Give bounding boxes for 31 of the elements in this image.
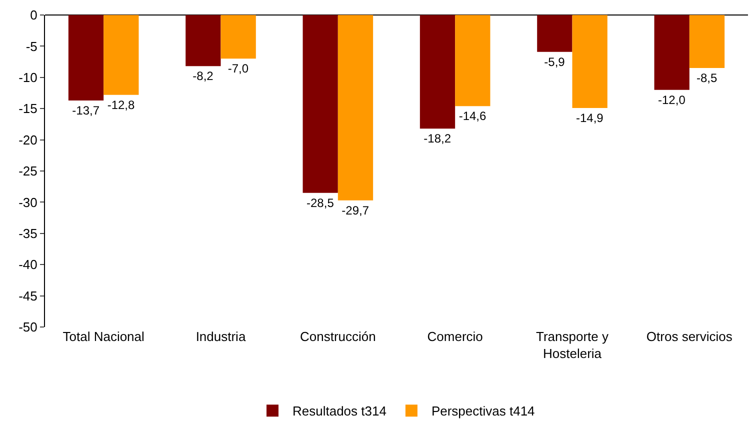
x-tick-label: Total Nacional (62, 329, 145, 344)
y-tick-label: -35 (18, 226, 38, 241)
data-label: -14,9 (576, 110, 604, 125)
y-tick-label: -20 (18, 132, 38, 148)
y-tick-label: -30 (18, 194, 38, 210)
data-label: -8,5 (696, 71, 718, 86)
x-tick-label: Comercio (427, 329, 483, 344)
data-label: -18,2 (424, 132, 452, 146)
y-tick-label: -50 (18, 320, 38, 335)
y-tick-label: 0 (30, 8, 38, 23)
data-label: -12,8 (107, 98, 135, 112)
y-tick-label: -45 (18, 288, 38, 304)
data-label: -7,0 (228, 62, 249, 76)
y-tick-label: -10 (18, 70, 38, 85)
y-tick-label: -40 (18, 257, 38, 272)
x-tick-label: Transporte y Hosteleria (536, 329, 609, 361)
data-label: -5,9 (544, 54, 566, 69)
data-label: -14,6 (458, 109, 486, 124)
y-tick-label: -15 (18, 101, 38, 116)
legend-label: Resultados t314 (292, 404, 386, 419)
y-tick-label: -5 (26, 38, 38, 54)
legend-label: Perspectivas t414 (431, 404, 535, 419)
y-tick-label: -25 (18, 164, 38, 179)
data-label: -29,7 (342, 203, 370, 218)
x-tick-label: Construcción (300, 329, 376, 344)
data-label: -13,7 (72, 103, 100, 118)
data-label: -8,2 (192, 69, 214, 84)
data-label: -12,0 (658, 92, 686, 107)
data-label: -28,5 (306, 196, 334, 210)
x-tick-label: Otros servicios (646, 329, 733, 344)
x-tick-label: Industria (196, 329, 246, 344)
